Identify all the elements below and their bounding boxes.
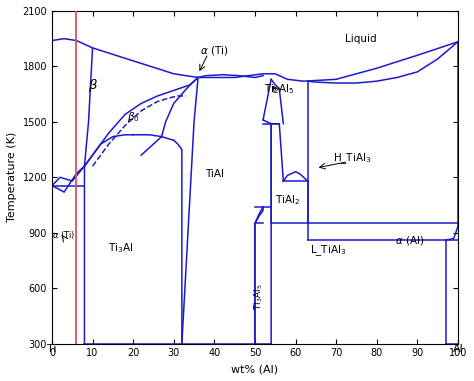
Text: Al: Al [453, 344, 463, 354]
Text: Ti$_3$Al$_5$: Ti$_3$Al$_5$ [253, 283, 265, 310]
Text: H_TiAl$_3$: H_TiAl$_3$ [333, 151, 372, 166]
Text: Liquid: Liquid [345, 34, 376, 44]
Y-axis label: Temperature (K): Temperature (K) [7, 132, 17, 223]
Text: TiAl$_2$: TiAl$_2$ [275, 193, 300, 207]
Text: Ti: Ti [47, 344, 57, 354]
Text: $\beta$: $\beta$ [88, 77, 98, 94]
Text: L_TiAl$_3$: L_TiAl$_3$ [310, 243, 346, 258]
X-axis label: wt% (Al): wt% (Al) [231, 364, 279, 374]
Text: $\alpha$ (Ti): $\alpha$ (Ti) [200, 44, 228, 57]
Text: $\beta_0$: $\beta_0$ [127, 110, 139, 124]
Text: Ti$_3$Al: Ti$_3$Al [108, 241, 134, 255]
Text: Ti$_2$Al$_5$: Ti$_2$Al$_5$ [264, 82, 294, 96]
Text: TiAl: TiAl [205, 169, 224, 179]
Text: $\alpha$ (Ti): $\alpha$ (Ti) [53, 229, 76, 241]
Text: $\alpha$ (Al): $\alpha$ (Al) [394, 234, 424, 247]
